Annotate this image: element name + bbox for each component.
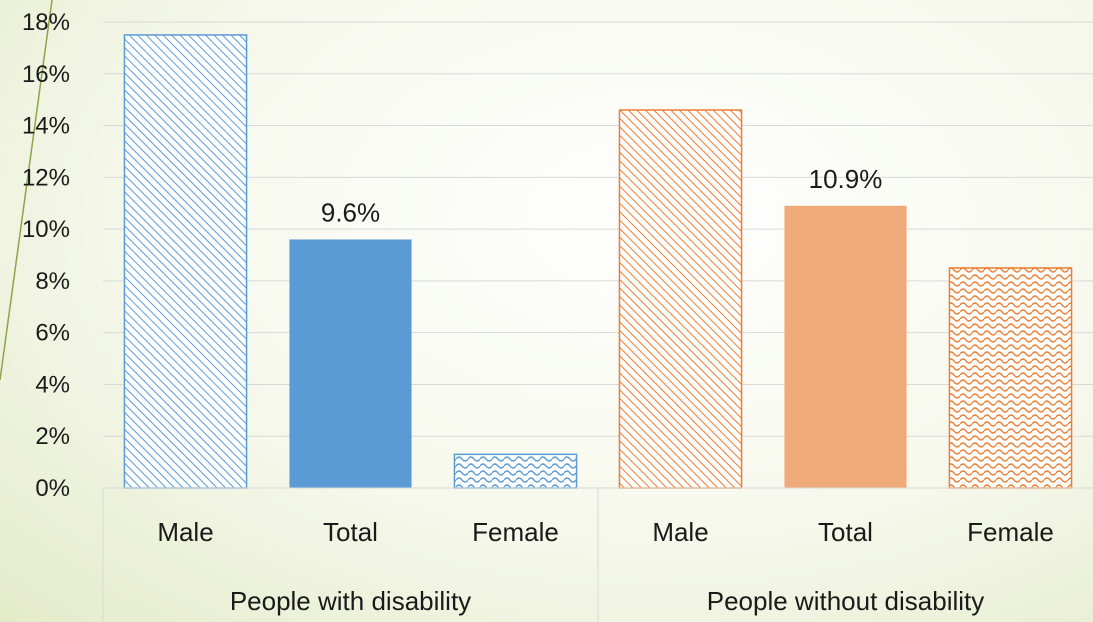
x-category-label: Female: [472, 517, 559, 547]
y-tick-label: 18%: [22, 9, 70, 36]
bars: [123, 34, 1073, 489]
y-tick-label: 6%: [35, 320, 70, 347]
data-labels: 9.6% 10.9%: [321, 164, 883, 228]
x-group-label: People with disability: [230, 586, 471, 616]
bar-people-without-disability-male: [618, 109, 743, 489]
y-tick-label: 10%: [22, 216, 70, 243]
gridlines: [103, 21, 1093, 489]
x-category-label: Female: [967, 517, 1054, 547]
x-category-label: Total: [818, 517, 873, 547]
x-axis: Male Total Female People with disability Mal…: [102, 487, 1093, 622]
bar-people-without-disability-total: [784, 205, 907, 489]
y-tick-label: 8%: [35, 268, 70, 295]
x-category-label: Male: [157, 517, 213, 547]
bar-people-with-disability-total: [289, 239, 412, 488]
y-tick-label: 14%: [22, 113, 70, 140]
x-category-label: Male: [652, 517, 708, 547]
y-tick-label: 2%: [35, 423, 70, 450]
x-group-label: People without disability: [707, 586, 985, 616]
y-axis-ticks: 0% 2% 4% 6% 8% 10% 12% 14% 16% 18%: [22, 9, 70, 502]
bar-people-with-disability-female: [453, 453, 578, 489]
x-category-label: Total: [323, 517, 378, 547]
bar-people-with-disability-male: [123, 34, 248, 489]
y-tick-label: 16%: [22, 61, 70, 88]
data-label: 9.6%: [321, 197, 380, 227]
y-tick-label: 12%: [22, 164, 70, 191]
y-tick-label: 4%: [35, 371, 70, 398]
y-tick-label: 0%: [35, 475, 70, 502]
bar-people-without-disability-female: [948, 267, 1073, 489]
data-label: 10.9%: [809, 164, 883, 194]
decorative-line: [0, 0, 53, 381]
